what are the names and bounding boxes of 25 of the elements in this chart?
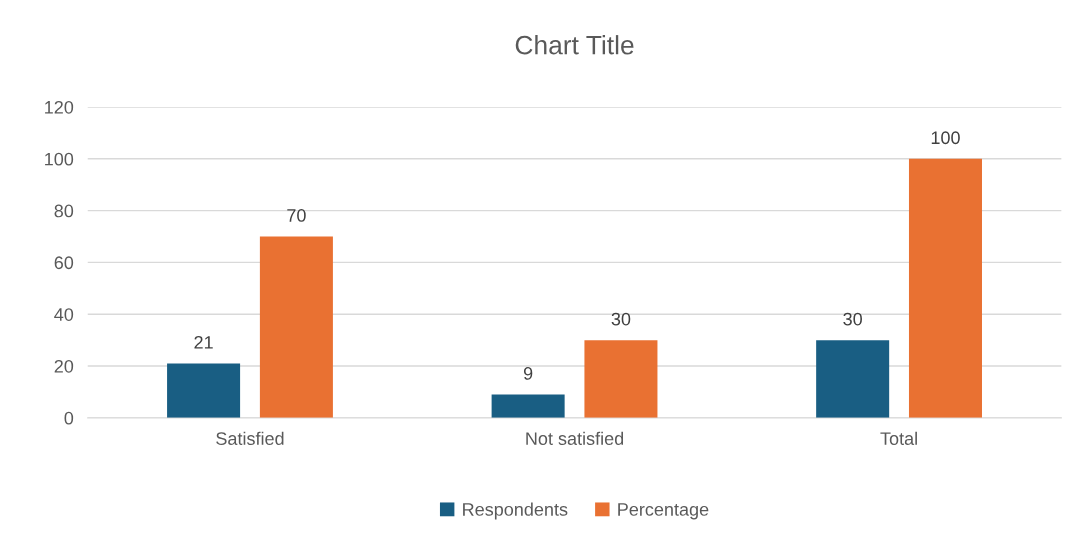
bar (491, 394, 565, 418)
bar (167, 363, 241, 418)
legend-label: Percentage (618, 503, 709, 520)
chart-title: Chart Title (515, 35, 634, 55)
y-tick-label: 100 (45, 152, 74, 166)
x-tick-label: Satisfied (216, 431, 284, 445)
legend-label: Respondents (463, 502, 568, 520)
x-tick-label: Not satisfied (526, 431, 624, 445)
y-tick-label: 80 (54, 204, 74, 218)
y-tick-label: 60 (54, 256, 74, 270)
bar (259, 236, 333, 418)
x-tick-label: Total (880, 431, 917, 445)
data-label: 21 (194, 335, 213, 349)
bar (816, 340, 890, 418)
y-tick-label: 20 (54, 359, 74, 373)
bar (584, 340, 658, 418)
y-tick-label: 0 (64, 411, 74, 425)
data-label: 9 (523, 367, 533, 380)
data-label: 30 (611, 312, 631, 326)
y-tick-label: 40 (54, 308, 74, 321)
data-label: 70 (287, 209, 306, 222)
data-label: 30 (843, 312, 862, 326)
bar (908, 158, 982, 418)
y-tick-label: 120 (45, 100, 74, 114)
data-label: 100 (931, 131, 960, 145)
